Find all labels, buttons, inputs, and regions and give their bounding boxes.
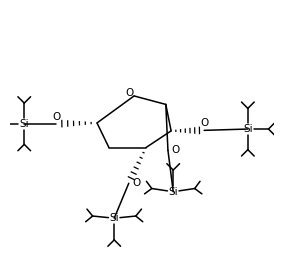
Text: O: O (52, 112, 60, 122)
Text: O: O (133, 178, 141, 188)
Text: Si: Si (243, 124, 253, 134)
Text: Si: Si (168, 187, 178, 197)
Text: O: O (171, 145, 179, 155)
Text: O: O (125, 88, 133, 98)
Text: O: O (200, 118, 208, 128)
Text: Si: Si (109, 213, 119, 223)
Text: Si: Si (19, 119, 29, 129)
